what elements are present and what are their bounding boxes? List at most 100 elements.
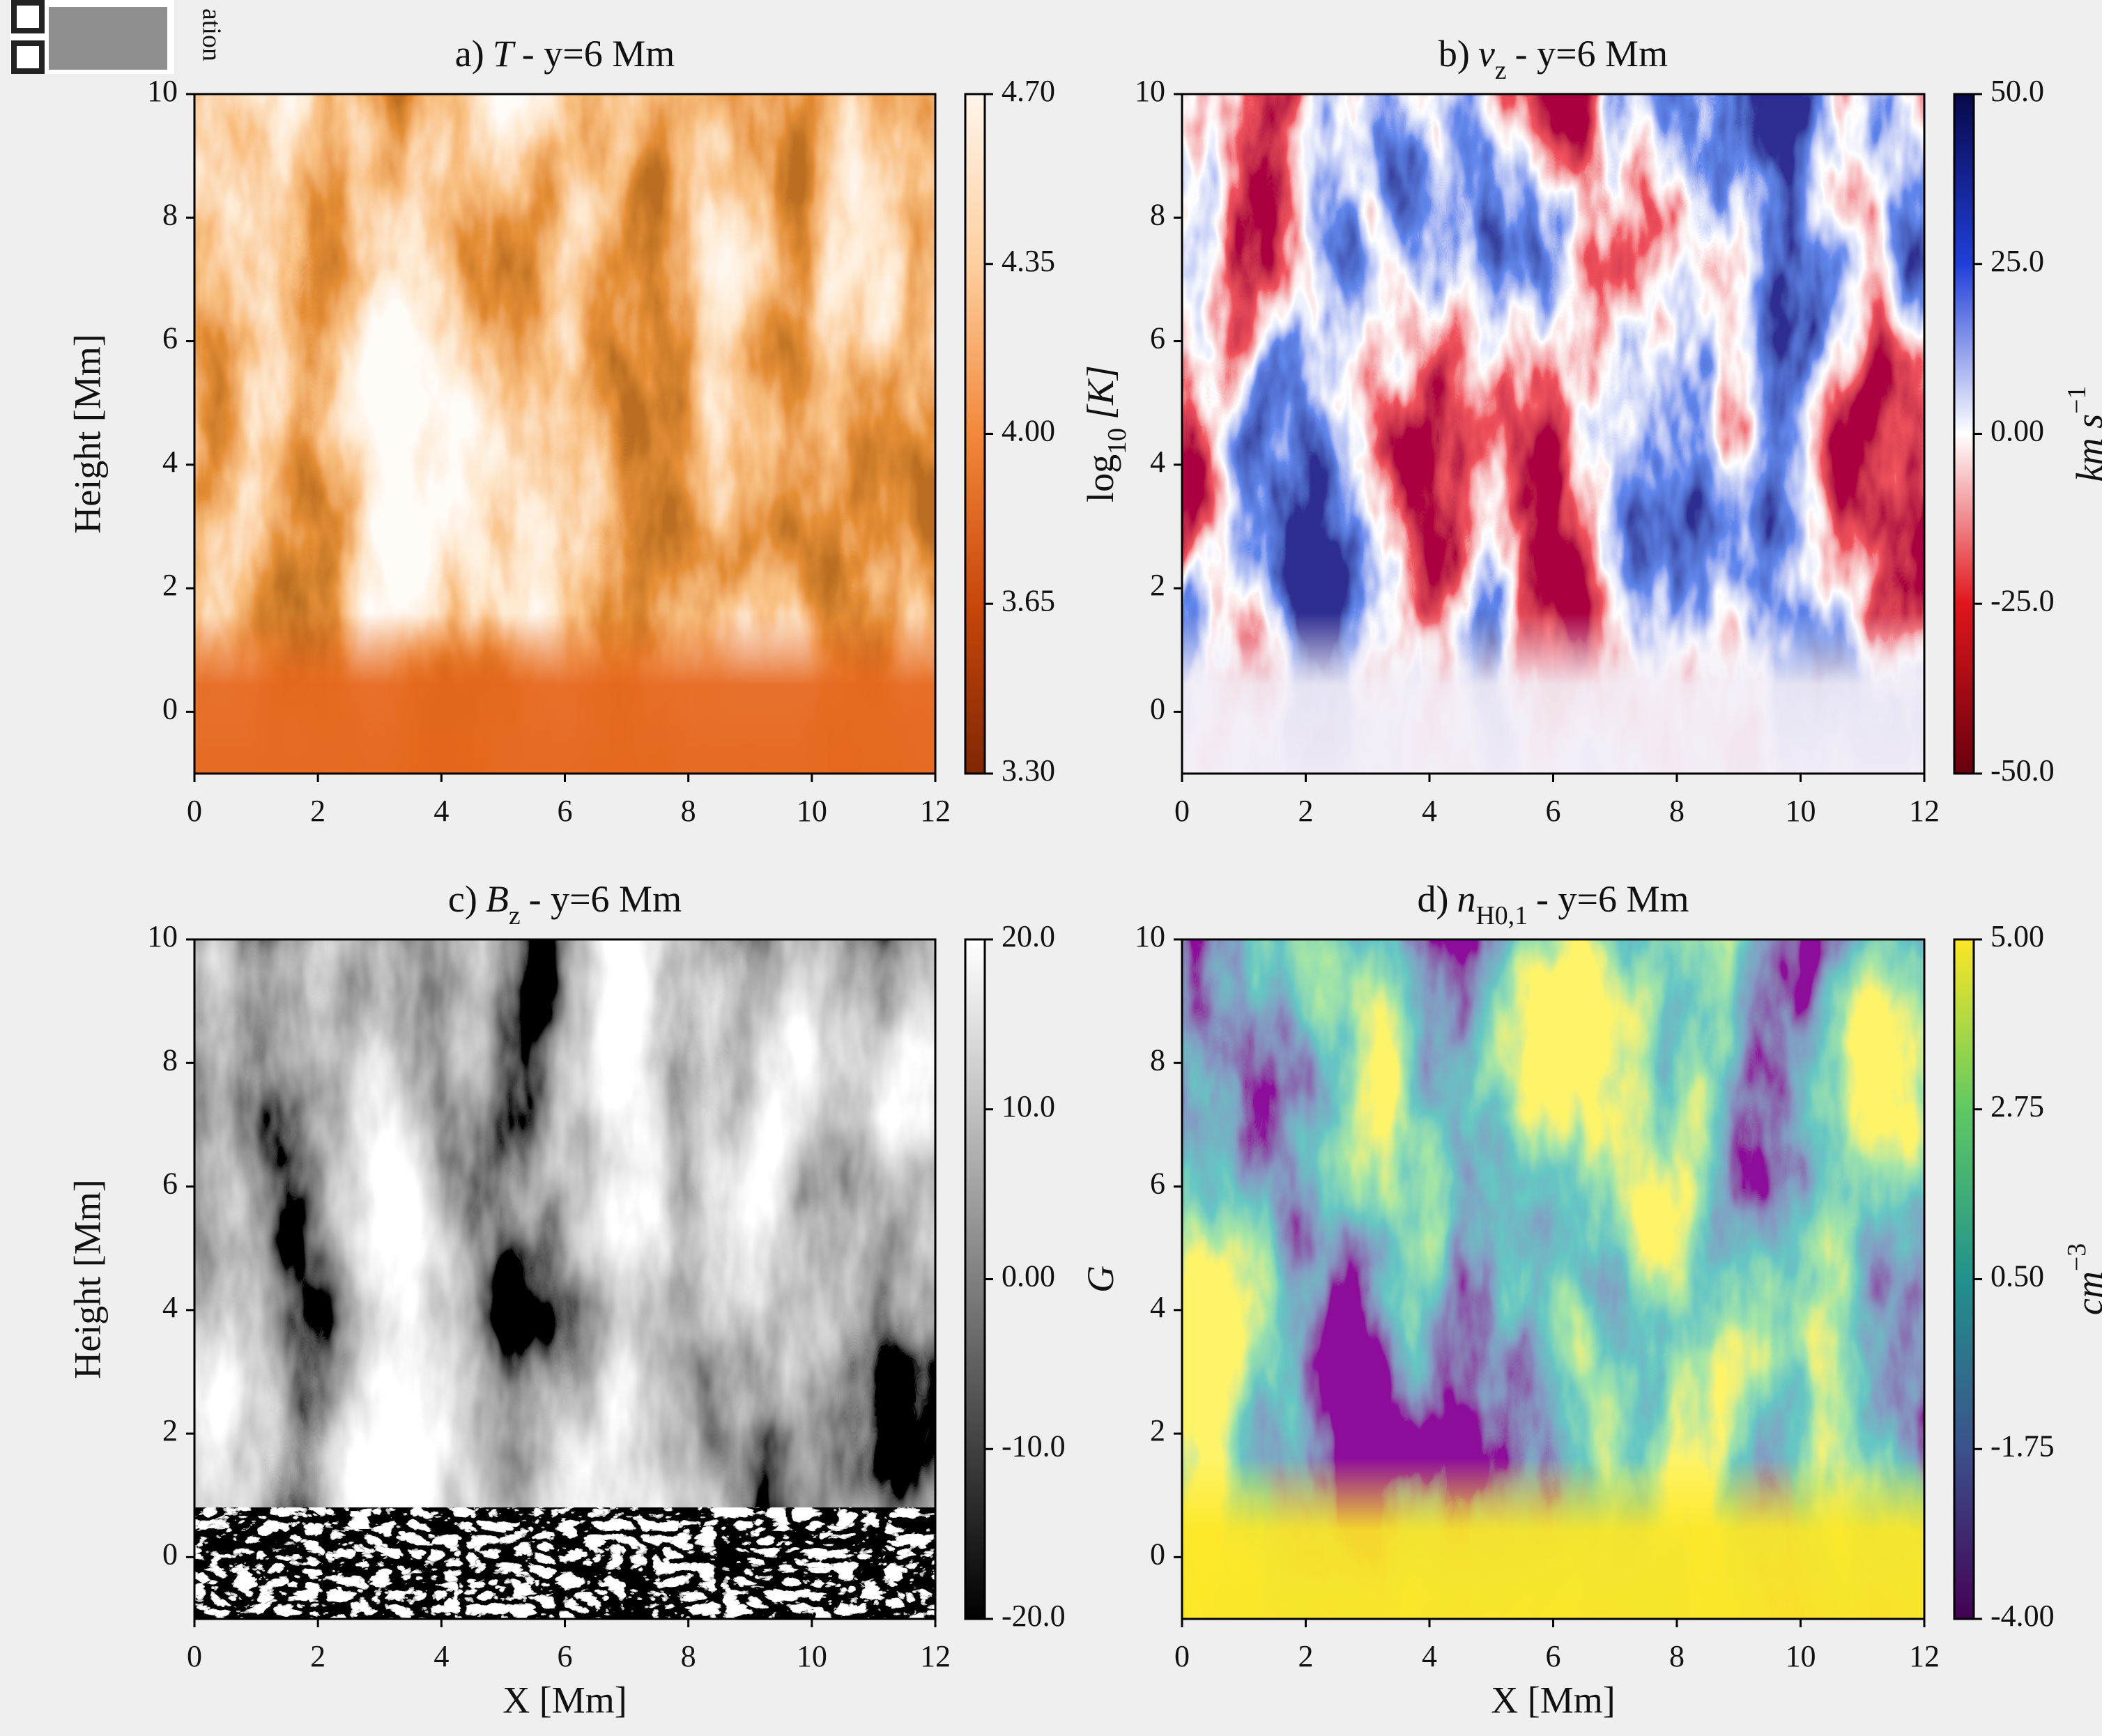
- colorbar-tick-label: -25.0: [1990, 583, 2055, 617]
- y-tick-label: 6: [1150, 1167, 1165, 1201]
- x-tick-label: 6: [558, 794, 573, 828]
- x-tick-label: 2: [310, 1639, 325, 1673]
- panel-title: c) Bz - y=6 Mm: [448, 878, 682, 930]
- y-tick-label: 2: [1150, 568, 1165, 602]
- x-tick-label: 2: [310, 794, 325, 828]
- x-tick-label: 8: [1669, 1639, 1685, 1673]
- colorbar-tick-label: 5.00: [1990, 919, 2044, 953]
- x-tick-label: 8: [681, 1639, 696, 1673]
- colorbar-tick-label: 3.30: [1002, 753, 1055, 788]
- text-part: km s: [2069, 414, 2102, 482]
- x-tick-label: 6: [558, 1639, 573, 1673]
- x-tick-label: 8: [1669, 794, 1685, 828]
- text-part: 10: [1103, 428, 1132, 454]
- y-tick-label: 4: [162, 445, 178, 479]
- x-tick-label: 4: [434, 1639, 449, 1673]
- colorbar: [964, 93, 986, 775]
- heatmap-band: [194, 613, 935, 774]
- x-tick-label: 8: [681, 794, 696, 828]
- text-part: T: [493, 33, 516, 75]
- y-tick-label: 2: [162, 568, 178, 602]
- text-part: z: [1495, 56, 1507, 85]
- corner-text: ation: [197, 8, 226, 61]
- x-tick-label: 12: [1909, 794, 1940, 828]
- colorbar-tick-label: 3.65: [1002, 583, 1055, 617]
- x-tick-label: 12: [920, 794, 951, 828]
- text-part: v: [1478, 33, 1495, 75]
- text-part: log: [1080, 454, 1121, 502]
- colorbar-tick-label: 4.70: [1002, 74, 1055, 108]
- colorbar: [1953, 93, 1975, 775]
- y-axis-label: Height [Mm]: [66, 334, 108, 533]
- y-tick-label: 10: [1135, 74, 1165, 108]
- y-tick-label: 8: [162, 197, 178, 231]
- y-tick-label: 2: [1150, 1413, 1165, 1447]
- text-part: - y=6 Mm: [522, 33, 675, 75]
- y-tick-label: 10: [147, 74, 178, 108]
- text-part: [K]: [1080, 365, 1121, 420]
- colorbar-tick-label: -50.0: [1990, 753, 2055, 788]
- colorbar-tick-label: 25.0: [1990, 244, 2044, 278]
- x-tick-label: 4: [434, 794, 449, 828]
- panel-title: a) T - y=6 Mm: [455, 33, 675, 75]
- x-tick-label: 4: [1422, 794, 1437, 828]
- y-tick-label: 4: [1150, 445, 1165, 479]
- colorbar: [1953, 938, 1975, 1620]
- y-tick-label: 10: [147, 919, 178, 953]
- heatmap-band: [194, 1507, 935, 1619]
- x-axis-label: X [Mm]: [1491, 1679, 1615, 1721]
- text-part: G: [1080, 1266, 1121, 1293]
- heatmap-band: [1182, 613, 1924, 774]
- text-part: b): [1439, 33, 1470, 75]
- colorbar-label: log10 [K]: [1080, 365, 1131, 502]
- x-tick-label: 10: [1786, 794, 1816, 828]
- colorbar-tick-label: 10.0: [1002, 1089, 1055, 1123]
- heatmap-band: [1182, 1458, 1924, 1619]
- text-part: −3: [2062, 1243, 2092, 1271]
- colorbar-tick-label: -1.75: [1990, 1429, 2055, 1463]
- colorbar-label: cm−3: [2062, 1243, 2102, 1315]
- x-tick-label: 0: [187, 794, 202, 828]
- y-axis-label: Height [Mm]: [66, 1179, 108, 1378]
- x-tick-label: 2: [1298, 1639, 1314, 1673]
- y-tick-label: 6: [1150, 321, 1165, 355]
- colorbar-label: km s−1: [2062, 386, 2102, 482]
- x-tick-label: 6: [1546, 1639, 1561, 1673]
- colorbar-tick-label: 0.00: [1002, 1259, 1055, 1293]
- panel-title: d) nH0,1 - y=6 Mm: [1418, 878, 1689, 930]
- y-tick-label: 6: [162, 1167, 178, 1201]
- text-part: - y=6 Mm: [1515, 33, 1668, 75]
- y-tick-label: 8: [162, 1043, 178, 1077]
- x-tick-label: 10: [797, 1639, 827, 1673]
- y-tick-label: 0: [1150, 1537, 1165, 1571]
- colorbar-tick-label: -10.0: [1002, 1429, 1066, 1463]
- colorbar-tick-label: 2.75: [1990, 1089, 2044, 1123]
- text-part: cm: [2069, 1271, 2102, 1315]
- x-tick-label: 12: [1909, 1639, 1940, 1673]
- x-tick-label: 10: [1786, 1639, 1816, 1673]
- text-part: H0,1: [1475, 901, 1528, 930]
- text-part: z: [509, 901, 521, 930]
- y-tick-label: 0: [162, 691, 178, 725]
- colorbar-label: G: [1080, 1266, 1121, 1293]
- x-tick-label: 4: [1422, 1639, 1437, 1673]
- y-tick-label: 4: [162, 1290, 178, 1324]
- colorbar-tick-label: 4.00: [1002, 414, 1055, 448]
- text-part: −1: [2062, 386, 2092, 414]
- text-part: c): [448, 878, 477, 920]
- colorbar-tick-label: -20.0: [1002, 1599, 1066, 1633]
- x-axis-label: X [Mm]: [503, 1679, 627, 1721]
- text-part: a): [455, 33, 484, 75]
- text-part: - y=6 Mm: [1536, 878, 1689, 920]
- colorbar-tick-label: 4.35: [1002, 244, 1055, 278]
- x-tick-label: 6: [1546, 794, 1561, 828]
- colorbar-tick-label: 0.50: [1990, 1259, 2044, 1293]
- y-tick-label: 0: [1150, 691, 1165, 725]
- colorbar-tick-label: 20.0: [1002, 919, 1055, 953]
- x-tick-label: 0: [1174, 1639, 1190, 1673]
- colorbar-tick-label: 0.00: [1990, 414, 2044, 448]
- heatmap-image: [194, 939, 935, 1619]
- text-part: B: [486, 878, 509, 920]
- colorbar-tick-label: -4.00: [1990, 1599, 2055, 1633]
